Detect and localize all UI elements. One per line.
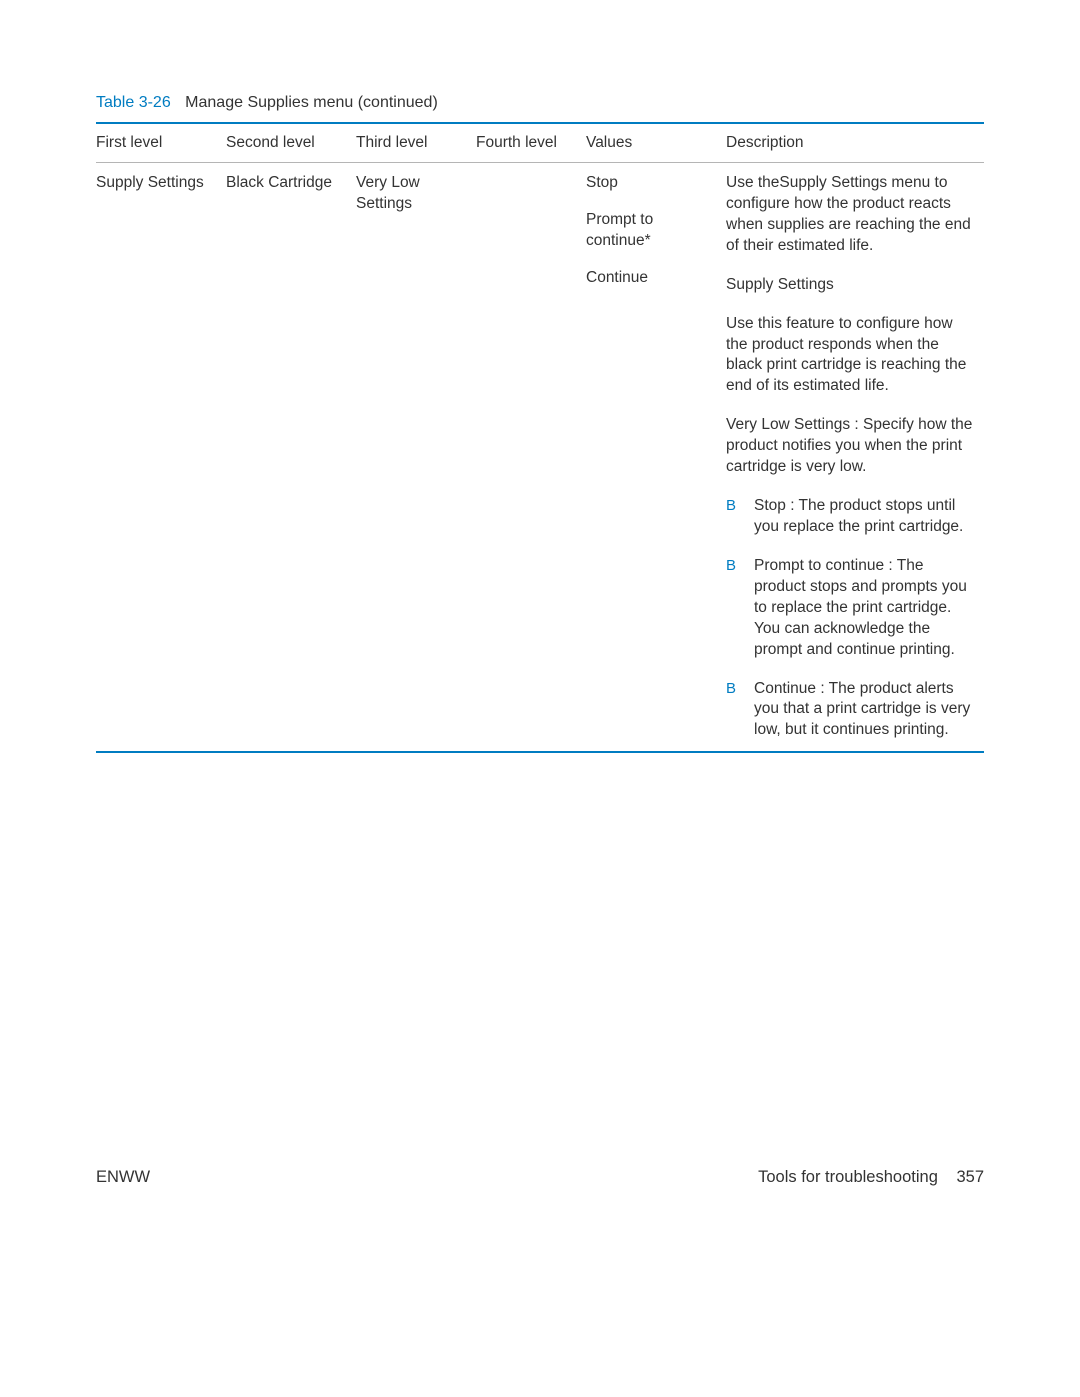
table-header-row: First level Second level Third level Fou… xyxy=(96,123,984,163)
desc-paragraph: Very Low Settings : Specify how the prod… xyxy=(726,415,978,478)
desc-paragraph: Supply Settings xyxy=(726,275,978,296)
bullet-item: B Continue : The product alerts you that… xyxy=(726,679,978,742)
cell-fourth-level xyxy=(476,163,586,753)
footer-section-title: Tools for troubleshooting xyxy=(758,1168,938,1186)
cell-third-level: Very Low Settings xyxy=(356,163,476,753)
bullet-text: Prompt to continue : The product stops a… xyxy=(754,556,978,661)
desc-paragraph: Use theSupply Settings menu to configure… xyxy=(726,173,978,257)
bullet-item: B Stop : The product stops until you rep… xyxy=(726,496,978,538)
cell-description: Use theSupply Settings menu to configure… xyxy=(726,163,984,753)
bullet-marker: B xyxy=(726,556,754,661)
value-stop: Stop xyxy=(586,173,720,194)
col-header-fourth-level: Fourth level xyxy=(476,123,586,163)
bullet-marker: B xyxy=(726,679,754,742)
cell-first-level: Supply Settings xyxy=(96,163,226,753)
table-label: Table 3-26 xyxy=(96,94,171,111)
table-caption: Table 3-26 Manage Supplies menu (continu… xyxy=(96,94,984,112)
col-header-second-level: Second level xyxy=(226,123,356,163)
table-title: Manage Supplies menu (continued) xyxy=(185,94,438,111)
col-header-description: Description xyxy=(726,123,984,163)
value-continue: Continue xyxy=(586,268,720,289)
table-row: Supply Settings Black Cartridge Very Low… xyxy=(96,163,984,753)
col-header-first-level: First level xyxy=(96,123,226,163)
footer-right: Tools for troubleshooting 357 xyxy=(758,1168,984,1187)
page-footer: ENWW Tools for troubleshooting 357 xyxy=(96,1168,984,1187)
desc-paragraph: Use this feature to configure how the pr… xyxy=(726,314,978,398)
bullet-item: B Prompt to continue : The product stops… xyxy=(726,556,978,661)
cell-values: Stop Prompt to continue* Continue xyxy=(586,163,726,753)
col-header-third-level: Third level xyxy=(356,123,476,163)
supplies-menu-table: First level Second level Third level Fou… xyxy=(96,122,984,753)
bullet-text: Stop : The product stops until you repla… xyxy=(754,496,978,538)
footer-left: ENWW xyxy=(96,1168,150,1187)
bullet-text: Continue : The product alerts you that a… xyxy=(754,679,978,742)
col-header-values: Values xyxy=(586,123,726,163)
bullet-marker: B xyxy=(726,496,754,538)
value-prompt: Prompt to continue* xyxy=(586,210,720,252)
page: Table 3-26 Manage Supplies menu (continu… xyxy=(0,0,1080,1397)
cell-second-level: Black Cartridge xyxy=(226,163,356,753)
footer-page-number: 357 xyxy=(956,1168,984,1186)
